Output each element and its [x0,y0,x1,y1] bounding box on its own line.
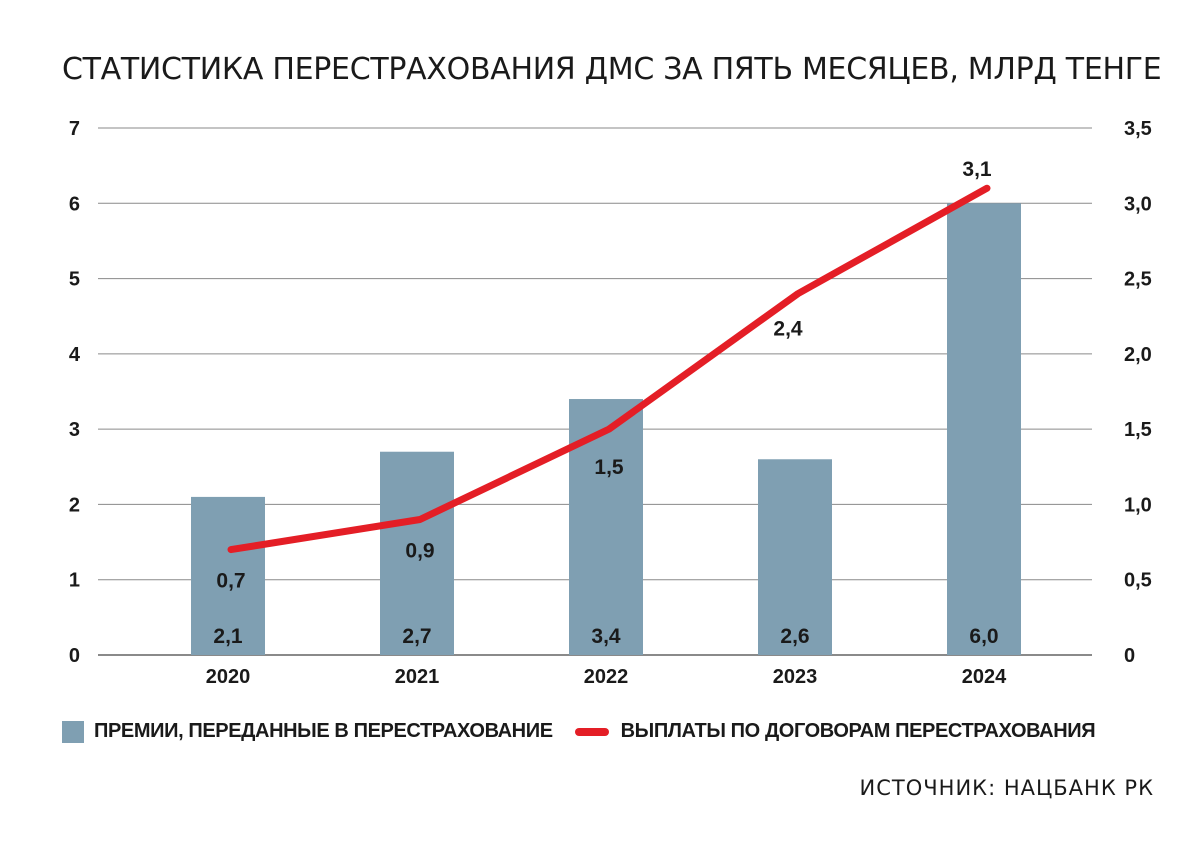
legend-label-payouts: ВЫПЛАТЫ ПО ДОГОВОРАМ ПЕРЕСТРАХОВАНИЯ [620,720,1096,742]
line-value-label: 2,4 [773,318,803,341]
bar [380,451,454,655]
y-right-tick-label: 1,5 [1124,419,1152,441]
x-tick-label: 2021 [395,666,440,688]
bar-value-label: 6,0 [969,625,998,648]
x-tick-label: 2024 [962,666,1007,688]
y-right-tick-label: 0,5 [1124,570,1152,592]
bar [191,496,265,655]
chart-title: СТАТИСТИКА ПЕРЕСТРАХОВАНИЯ ДМС ЗА ПЯТЬ М… [62,52,1162,87]
legend-swatch-line [574,727,609,736]
legend-swatch-bar [62,720,84,743]
bar-value-label: 2,1 [213,625,243,648]
y-right-tick-label: 2,5 [1124,269,1152,291]
y-left-tick-label: 2 [69,494,80,516]
line-value-label: 0,9 [405,539,434,562]
y-left-tick-label: 3 [69,419,80,441]
line-value-label: 1,5 [594,456,624,479]
y-left-tick-label: 1 [69,570,80,592]
y-left-tick-label: 6 [69,193,80,215]
x-tick-label: 2020 [206,666,251,688]
y-right-tick-label: 1,0 [1124,494,1152,516]
y-left-tick-label: 4 [69,344,81,366]
y-right-tick-label: 2,0 [1124,344,1152,366]
y-right-tick-label: 0 [1124,645,1135,667]
bar-value-label: 2,6 [780,625,809,648]
bar-value-label: 3,4 [591,625,621,648]
legend-item-payouts: ВЫПЛАТЫ ПО ДОГОВОРАМ ПЕРЕСТРАХОВАНИЯ [574,720,1096,743]
bar [569,399,643,655]
x-tick-label: 2023 [773,666,818,688]
legend: ПРЕМИИ, ПЕРЕДАННЫЕ В ПЕРЕСТРАХОВАНИЕ ВЫП… [62,720,1117,743]
y-left-tick-label: 7 [69,118,80,140]
line-value-label: 0,7 [216,570,245,593]
x-tick-label: 2022 [584,666,629,688]
y-left-tick-label: 5 [69,269,80,291]
y-right-tick-label: 3,5 [1124,118,1152,140]
bar [758,459,832,655]
bar [947,203,1021,656]
source-note: ИСТОЧНИК: НАЦБАНК РК [859,776,1154,800]
line-value-label: 3,1 [962,158,992,181]
y-right-tick-label: 3,0 [1124,193,1152,215]
legend-item-premiums: ПРЕМИИ, ПЕРЕДАННЫЕ В ПЕРЕСТРАХОВАНИЕ [62,720,553,743]
bar-value-label: 2,7 [402,625,431,648]
legend-label-premiums: ПРЕМИИ, ПЕРЕДАННЫЕ В ПЕРЕСТРАХОВАНИЕ [94,720,553,742]
y-left-tick-label: 0 [69,645,80,667]
